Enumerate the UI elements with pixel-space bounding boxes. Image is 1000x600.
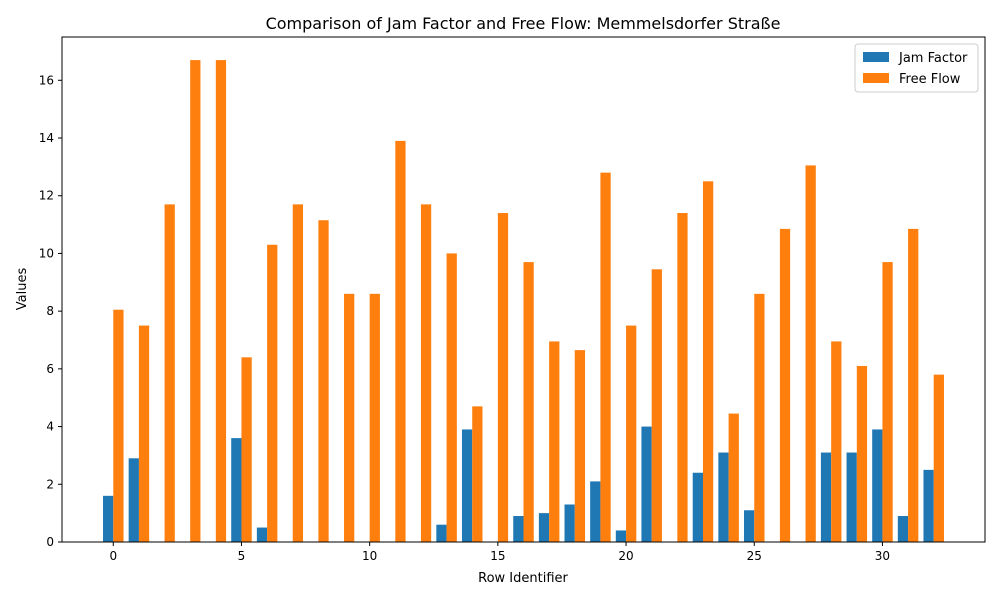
free-flow-bar-22 — [677, 213, 688, 542]
free-flow-bar-17 — [549, 341, 560, 542]
jam-factor-bar-16 — [513, 516, 524, 542]
y-tick-label-12: 12 — [39, 189, 54, 203]
free-flow-bar-23 — [702, 181, 714, 543]
jam-factor-bar-5 — [231, 438, 242, 542]
jam-factor-bar-14 — [461, 429, 473, 542]
free-flow-bar-4 — [215, 60, 227, 543]
free-flow-bar-24 — [728, 413, 739, 542]
free-flow-bar-12 — [420, 204, 432, 542]
free-flow-bar-29 — [856, 365, 868, 542]
free-flow-bar-0 — [113, 309, 124, 542]
plot-frame — [61, 36, 986, 543]
y-tick-label-16: 16 — [39, 73, 54, 87]
x-tick-label-30: 30 — [875, 549, 890, 563]
free-flow-bar-19 — [600, 172, 611, 542]
x-axis: 0 5 10 15 20 25 30 — [109, 542, 890, 563]
free-flow-bar-26 — [779, 228, 791, 542]
legend: Jam Factor Free Flow — [854, 43, 979, 93]
free-flow-bar-30 — [882, 262, 893, 542]
jam-factor-bar-21 — [641, 426, 652, 542]
x-tick-label-5: 5 — [238, 549, 246, 563]
free-flow-bar-25 — [754, 293, 765, 542]
jam-factor-bar-1 — [128, 458, 139, 542]
jam-factor-bar-6 — [256, 527, 268, 542]
free-flow-bar-10 — [369, 293, 380, 542]
jam-factor-bar-25 — [743, 510, 755, 542]
bars-group — [103, 60, 944, 543]
jam-factor-bar-17 — [538, 513, 550, 542]
y-tick-label-10: 10 — [39, 246, 54, 260]
jam-factor-bar-32 — [923, 469, 934, 542]
free-flow-bar-2 — [164, 204, 175, 542]
jam-factor-bar-30 — [872, 429, 883, 542]
y-tick-label-0: 0 — [46, 535, 54, 549]
chart-title: Comparison of Jam Factor and Free Flow: … — [266, 14, 781, 33]
jam-factor-bar-0 — [103, 495, 114, 542]
jam-factor-bar-20 — [615, 530, 627, 542]
jam-factor-bar-23 — [692, 472, 703, 542]
x-tick-label-25: 25 — [747, 549, 762, 563]
x-tick-label-10: 10 — [362, 549, 377, 563]
jam-factor-bar-13 — [436, 524, 447, 542]
jam-factor-bar-24 — [718, 452, 729, 542]
y-tick-label-14: 14 — [39, 131, 54, 145]
free-flow-bar-3 — [190, 60, 201, 543]
legend-swatch-free-flow — [863, 73, 889, 83]
free-flow-bar-5 — [241, 357, 252, 542]
free-flow-bar-16 — [523, 262, 534, 542]
x-axis-label: Row Identifier — [478, 571, 568, 586]
free-flow-bar-11 — [395, 140, 406, 542]
free-flow-bar-32 — [933, 374, 944, 542]
free-flow-bar-20 — [626, 325, 637, 542]
free-flow-bar-1 — [138, 325, 150, 542]
jam-factor-bar-28 — [820, 452, 832, 542]
free-flow-bar-7 — [292, 204, 304, 542]
free-flow-bar-15 — [497, 213, 509, 542]
legend-label-free-flow: Free Flow — [899, 72, 961, 87]
free-flow-bar-31 — [908, 228, 919, 542]
legend-label-jam-factor: Jam Factor — [898, 51, 968, 66]
y-axis-label: Values — [15, 268, 30, 311]
free-flow-bar-13 — [446, 253, 457, 542]
jam-factor-bar-18 — [564, 504, 575, 542]
x-tick-label-15: 15 — [490, 549, 505, 563]
x-tick-label-0: 0 — [109, 549, 117, 563]
y-tick-label-8: 8 — [46, 304, 54, 318]
free-flow-bar-27 — [805, 165, 816, 542]
y-tick-label-2: 2 — [46, 477, 54, 491]
x-tick-label-20: 20 — [618, 549, 633, 563]
y-tick-label-6: 6 — [46, 362, 54, 376]
jam-factor-bar-19 — [590, 481, 601, 542]
jam-factor-bar-31 — [897, 516, 909, 542]
free-flow-bar-21 — [651, 269, 662, 542]
jam-factor-bar-29 — [846, 452, 857, 542]
free-flow-bar-18 — [574, 350, 586, 542]
free-flow-bar-8 — [318, 220, 329, 543]
free-flow-bar-14 — [472, 406, 483, 542]
legend-swatch-jam-factor — [863, 52, 889, 62]
free-flow-bar-9 — [344, 293, 355, 542]
free-flow-bar-6 — [267, 244, 278, 542]
y-axis: 0 2 4 6 8 10 12 14 16 — [39, 73, 62, 549]
free-flow-bar-28 — [831, 341, 842, 542]
y-tick-label-4: 4 — [46, 420, 54, 434]
